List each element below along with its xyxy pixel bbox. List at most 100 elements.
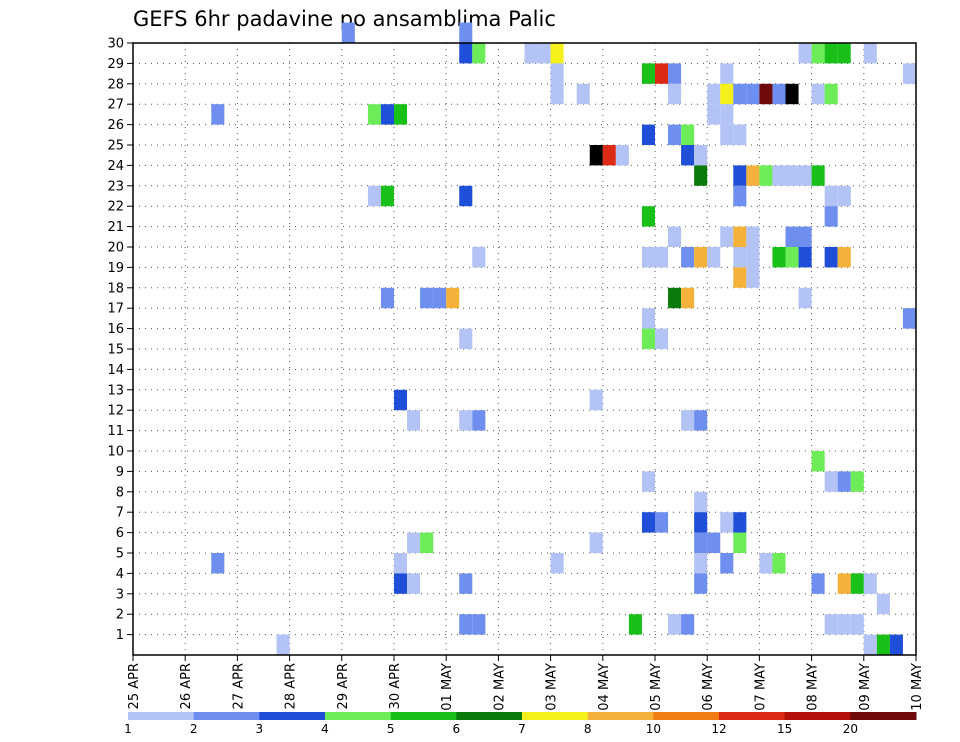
heatmap-cell [733, 185, 747, 207]
y-tick-label: 29 [107, 57, 124, 72]
heatmap-cell [746, 267, 760, 288]
y-tick-label: 8 [116, 485, 124, 500]
heatmap-cell [472, 410, 486, 431]
x-tick-label: 04 MAY [597, 663, 612, 711]
heatmap-cell [681, 410, 695, 431]
heatmap-cell [576, 83, 590, 105]
y-tick-label: 25 [107, 139, 124, 154]
heatmap-cell [720, 63, 734, 84]
heatmap-cell [837, 247, 851, 268]
heatmap-cell [211, 553, 225, 574]
heatmap-cell [876, 634, 890, 655]
legend-label: 10 [646, 722, 661, 736]
heatmap-cell [668, 83, 682, 105]
heatmap-cell [641, 308, 655, 329]
x-tick-label: 25 APR [127, 663, 142, 709]
legend-swatch [325, 712, 392, 720]
heatmap-cell [863, 43, 877, 64]
heatmap-cell [420, 287, 434, 309]
y-tick-label: 24 [107, 159, 124, 174]
heatmap-cell [459, 410, 473, 431]
heatmap-cell [720, 104, 734, 125]
x-tick-label: 03 MAY [545, 663, 560, 711]
heatmap-cell [550, 43, 564, 64]
y-tick-label: 13 [107, 383, 124, 398]
heatmap-cell [733, 532, 747, 553]
y-tick-label: 18 [107, 281, 124, 296]
heatmap-cell [668, 226, 682, 247]
y-tick-label: 5 [116, 547, 124, 562]
heatmap-cell [720, 226, 734, 247]
heatmap-cell [798, 247, 812, 268]
heatmap-cell [798, 43, 812, 64]
heatmap-cell [681, 614, 695, 635]
heatmap-cell [641, 63, 655, 84]
heatmap-cell [759, 553, 773, 574]
heatmap-cell [459, 614, 473, 635]
x-axis: 25 APR 26 APR 27 APR 28 APR 29 APR 30 APR 01 M… [127, 655, 925, 711]
heatmap-cell [837, 471, 851, 492]
heatmap-cell [759, 165, 773, 186]
x-tick-label: 29 APR [336, 663, 351, 709]
heatmap-cell [720, 83, 734, 105]
heatmap-cell [641, 328, 655, 349]
heatmap-cell [380, 185, 394, 207]
heatmap-cell [367, 185, 381, 207]
x-tick-label: 26 APR [179, 663, 194, 709]
heatmap-cell [850, 471, 864, 492]
heatmap-cell [602, 145, 616, 166]
heatmap-cell [459, 573, 473, 594]
y-tick-label: 22 [107, 200, 124, 215]
y-tick-label: 4 [116, 567, 124, 582]
heatmap-cell [811, 83, 825, 105]
heatmap-cell [472, 43, 486, 64]
heatmap-cell [746, 247, 760, 268]
heatmap-cell [681, 124, 695, 145]
legend-swatch [522, 712, 589, 720]
legend-swatch [390, 712, 457, 720]
heatmap-cell [746, 83, 760, 105]
heatmap-cell [641, 206, 655, 227]
heatmap-cell [589, 145, 603, 166]
legend-label: 7 [518, 722, 526, 736]
heatmap-cell [446, 287, 460, 309]
legend-swatch [587, 712, 654, 720]
heatmap-cell [615, 145, 629, 166]
x-tick-label: 08 MAY [806, 663, 821, 711]
legend-label: 8 [584, 722, 592, 736]
x-tick-label: 28 APR [284, 663, 299, 709]
heatmap-cell [772, 553, 786, 574]
x-tick-label: 07 MAY [753, 663, 768, 711]
y-tick-label: 17 [107, 302, 124, 317]
heatmap-cell [707, 532, 721, 553]
heatmap-cell [707, 104, 721, 125]
heatmap-cell [407, 410, 421, 431]
heatmap-cell [407, 532, 421, 553]
heatmap-cell [694, 491, 708, 513]
legend-swatch [784, 712, 851, 720]
heatmap-cell [798, 226, 812, 247]
y-tick-label: 30 [107, 37, 124, 52]
y-tick-label: 28 [107, 77, 124, 92]
heatmap-cell [733, 512, 747, 533]
heatmap-cell [641, 124, 655, 145]
heatmap-cell [694, 573, 708, 594]
heatmap-cell [746, 165, 760, 186]
heatmap-cell [824, 614, 838, 635]
heatmap-cell [694, 553, 708, 574]
heatmap-cell [824, 247, 838, 268]
heatmap-cell [811, 43, 825, 64]
heatmap-cell [628, 614, 642, 635]
heatmap-cell [837, 43, 851, 64]
heatmap-cell [394, 104, 408, 125]
heatmap-cell [889, 634, 903, 655]
x-tick-label: 30 APR [388, 663, 403, 709]
heatmap-cell [655, 328, 669, 349]
y-tick-label: 23 [107, 179, 124, 194]
y-tick-label: 11 [107, 424, 124, 439]
heatmap-cell [759, 83, 773, 105]
x-tick-label: 09 MAY [858, 663, 873, 711]
heatmap-cell [681, 145, 695, 166]
heatmap-cell [681, 247, 695, 268]
heatmap-cell [785, 83, 799, 105]
